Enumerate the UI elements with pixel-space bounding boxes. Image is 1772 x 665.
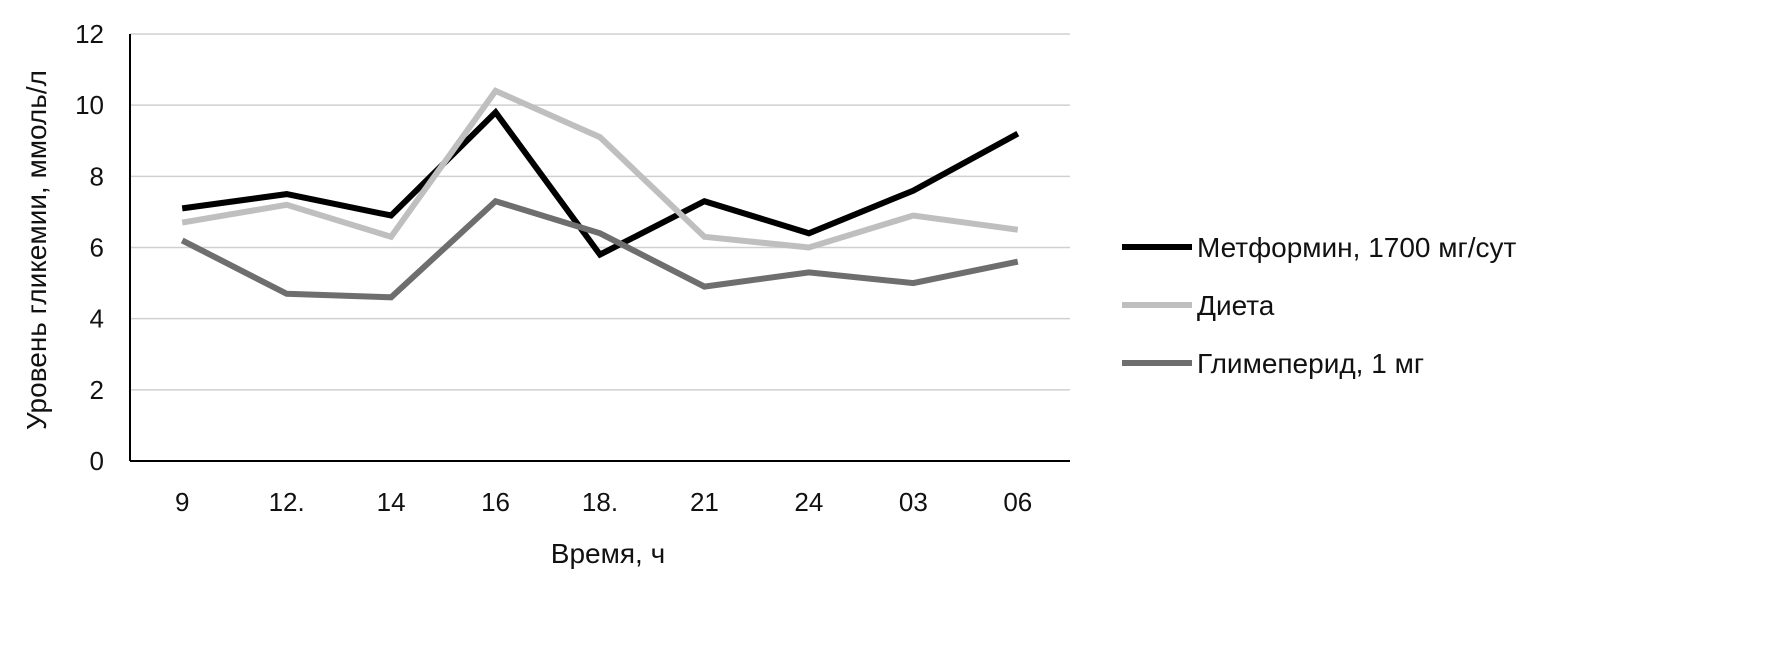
y-tick-label: 2	[90, 375, 104, 405]
x-tick-label: 18.	[582, 487, 618, 517]
x-tick-label: 9	[175, 487, 189, 517]
x-tick-label: 24	[794, 487, 823, 517]
y-tick-label: 12	[75, 19, 104, 49]
y-tick-label: 6	[90, 233, 104, 263]
legend-item: Диета	[1122, 290, 1275, 321]
x-tick-label: 12.	[269, 487, 305, 517]
y-axis-title: Уровень гликемии, ммоль/л	[21, 70, 52, 430]
x-axis-title: Время, ч	[551, 538, 665, 569]
x-tick-label: 06	[1003, 487, 1032, 517]
legend: Метформин, 1700 мг/сут Диета Глимеперид, 1…	[1122, 232, 1517, 379]
series-layer	[180, 87, 1020, 301]
legend-label: Диета	[1197, 290, 1275, 321]
y-tick-label: 0	[90, 446, 104, 476]
series-line-1	[181, 87, 1019, 251]
y-tick-label: 8	[90, 161, 104, 191]
x-tick-label: 03	[899, 487, 928, 517]
legend-label: Метформин, 1700 мг/сут	[1197, 232, 1517, 263]
x-tick-label: 21	[690, 487, 719, 517]
y-tick-label: 4	[90, 304, 104, 334]
legend-label: Глимеперид, 1 мг	[1197, 348, 1424, 379]
grid-layer	[130, 33, 1070, 391]
legend-item: Метформин, 1700 мг/сут	[1122, 232, 1517, 263]
x-tick-label: 14	[377, 487, 406, 517]
x-tick-label: 16	[481, 487, 510, 517]
axis-layer	[129, 34, 1070, 462]
legend-item: Глимеперид, 1 мг	[1122, 348, 1424, 379]
series-line-2	[180, 197, 1019, 301]
y-tick-label: 10	[75, 90, 104, 120]
